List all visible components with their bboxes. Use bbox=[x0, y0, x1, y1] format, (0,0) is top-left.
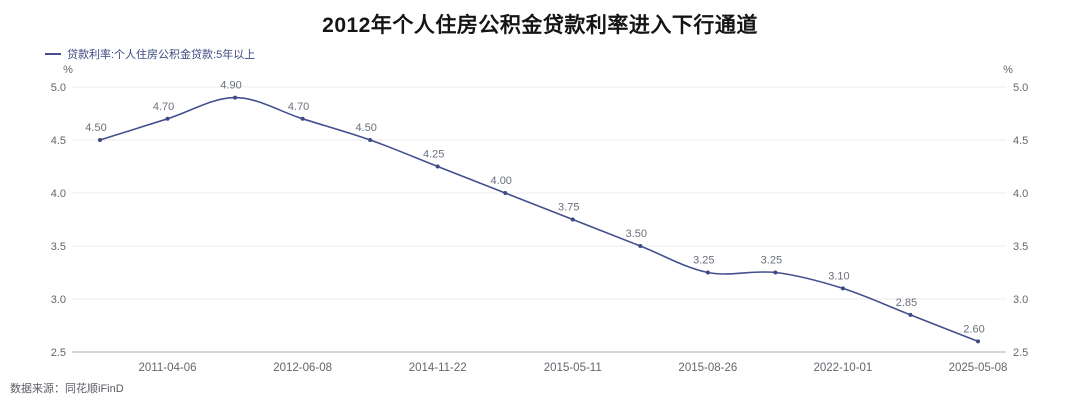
data-point-marker bbox=[165, 116, 170, 121]
data-point-label: 3.25 bbox=[693, 255, 714, 267]
y-axis-unit-right: % bbox=[1003, 64, 1013, 76]
data-point-marker bbox=[233, 95, 238, 100]
y-tick-label-right: 3.5 bbox=[1013, 241, 1028, 253]
legend-line-swatch-icon bbox=[45, 53, 61, 55]
data-point-label: 4.25 bbox=[423, 149, 444, 161]
data-point-marker bbox=[368, 138, 373, 142]
data-point-marker bbox=[638, 244, 643, 248]
data-point-marker bbox=[773, 270, 778, 275]
y-tick-label-left: 5.0 bbox=[51, 82, 66, 94]
data-point-marker bbox=[300, 116, 305, 121]
x-tick-label: 2011-04-06 bbox=[139, 362, 197, 374]
y-tick-label-left: 3.5 bbox=[51, 241, 66, 253]
data-point-label: 4.00 bbox=[491, 175, 512, 187]
data-point-marker bbox=[503, 191, 508, 195]
data-point-marker bbox=[705, 270, 710, 275]
y-tick-label-left: 2.5 bbox=[51, 347, 66, 359]
data-point-label: 3.75 bbox=[558, 202, 579, 214]
chart-title: 2012年个人住房公积金贷款利率进入下行通道 bbox=[322, 14, 758, 37]
data-point-marker bbox=[908, 312, 913, 317]
x-tick-label: 2014-11-22 bbox=[409, 362, 467, 374]
y-tick-label-right: 4.0 bbox=[1013, 188, 1028, 200]
y-tick-label-right: 2.5 bbox=[1013, 347, 1028, 359]
data-point-marker bbox=[98, 138, 102, 142]
data-point-label: 3.25 bbox=[761, 255, 782, 267]
y-axis-unit-left: % bbox=[63, 64, 73, 76]
y-tick-label-left: 4.5 bbox=[51, 135, 66, 147]
data-point-label: 2.85 bbox=[896, 297, 917, 309]
x-tick-label: 2012-06-08 bbox=[273, 362, 332, 374]
y-tick-label-left: 3.0 bbox=[51, 294, 66, 306]
x-tick-label: 2025-05-08 bbox=[949, 362, 1008, 374]
y-tick-label-right: 5.0 bbox=[1013, 82, 1028, 94]
data-point-label: 4.50 bbox=[355, 122, 376, 134]
data-point-marker bbox=[840, 286, 845, 291]
x-tick-label: 2015-05-11 bbox=[544, 362, 602, 374]
x-tick-label: 2015-08-26 bbox=[678, 362, 737, 374]
data-point-label: 3.10 bbox=[828, 270, 849, 282]
rate-line-series bbox=[99, 96, 979, 343]
x-tick-label: 2022-10-01 bbox=[814, 362, 873, 374]
data-point-label: 4.50 bbox=[85, 122, 106, 134]
y-tick-label-right: 3.0 bbox=[1013, 294, 1028, 306]
y-tick-label-left: 4.0 bbox=[51, 188, 66, 200]
data-point-label: 4.90 bbox=[220, 80, 241, 92]
data-point-marker bbox=[435, 164, 440, 169]
legend-label: 贷款利率:个人住房公积金贷款:5年以上 bbox=[67, 49, 256, 61]
data-point-marker bbox=[570, 217, 575, 222]
data-point-marker bbox=[976, 339, 980, 344]
y-tick-label-right: 4.5 bbox=[1013, 135, 1028, 147]
data-source-note: 数据来源：同花顺iFinD bbox=[10, 383, 124, 395]
data-point-label: 4.70 bbox=[153, 101, 174, 113]
legend: 贷款利率:个人住房公积金贷款:5年以上 bbox=[45, 46, 255, 62]
data-point-label: 4.70 bbox=[288, 101, 309, 113]
data-point-label: 2.60 bbox=[963, 323, 984, 335]
data-point-label: 3.50 bbox=[626, 228, 647, 240]
